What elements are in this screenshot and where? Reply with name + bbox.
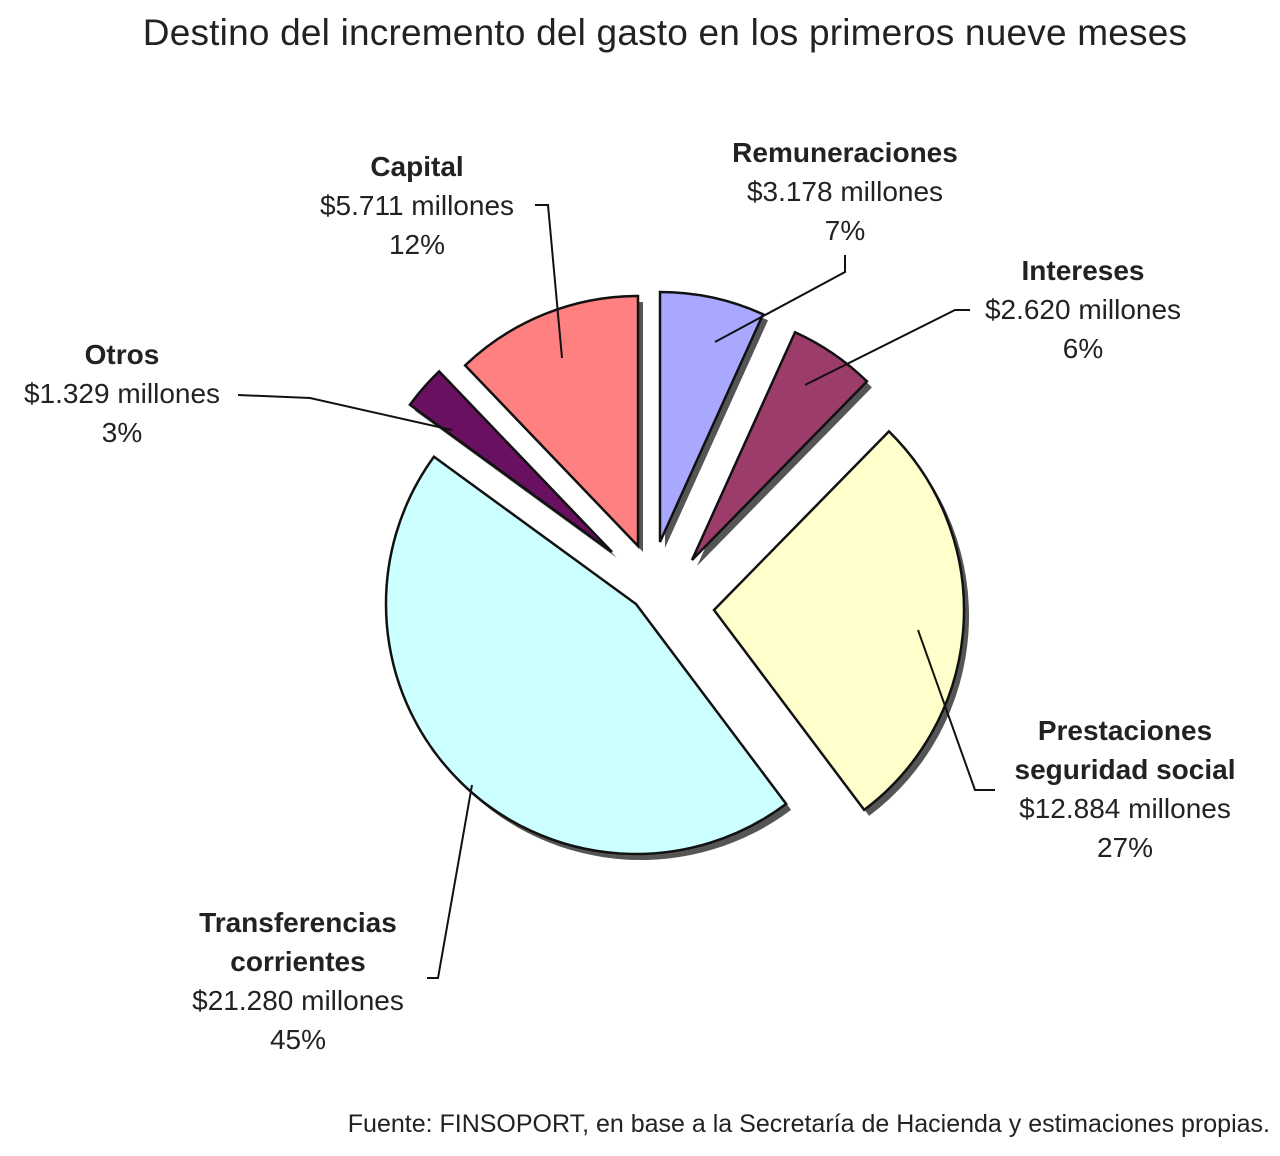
slice-percent: 45% — [270, 1024, 326, 1055]
pie-chart: Remuneraciones $3.178 millones 7% Intereses… — [24, 137, 1236, 1055]
slice-percent: 3% — [102, 417, 142, 448]
leader-line-remuneraciones — [714, 255, 846, 343]
slice-percent: 12% — [389, 229, 445, 260]
slice-label-prestaciones: Prestaciones seguridad social $12.884 mill… — [1015, 715, 1236, 863]
leader-line-intereses — [804, 309, 970, 386]
slice-name: Remuneraciones — [732, 137, 958, 168]
slice-name: Intereses — [1022, 255, 1145, 286]
leader-line-prestaciones — [917, 629, 995, 791]
slice-name: Prestaciones — [1038, 715, 1212, 746]
slice-percent: 7% — [825, 215, 865, 246]
pie-slice-otros — [408, 369, 613, 554]
slice-label-capital: Capital $5.711 millones 12% — [320, 151, 514, 260]
slice-percent: 27% — [1097, 832, 1153, 863]
slice-amount: $1.329 millones — [24, 378, 220, 409]
leader-line-transferencias — [427, 784, 473, 979]
slice-amount: $12.884 millones — [1019, 793, 1231, 824]
slice-label-remuneraciones: Remuneraciones $3.178 millones 7% — [732, 137, 958, 246]
slice-amount: $5.711 millones — [320, 190, 514, 221]
chart-source-note: Fuente: FINSOPORT, en base a la Secretar… — [347, 1110, 1270, 1138]
leader-line-otros — [237, 394, 453, 431]
pie-slice-remuneraciones — [658, 290, 765, 543]
slice-amount: $2.620 millones — [985, 294, 1181, 325]
slice-amount: $3.178 millones — [747, 176, 943, 207]
slice-amount: $21.280 millones — [192, 985, 404, 1016]
slice-label-transferencias: Transferencias corrientes $21.280 millones… — [192, 907, 404, 1055]
chart-title: Destino del incremento del gasto en los … — [142, 12, 1188, 53]
pie-slice-transferencias — [384, 455, 788, 856]
pie-slice-intereses — [690, 330, 869, 561]
pie-slice-capital — [463, 294, 640, 550]
leader-line-capital — [535, 204, 563, 359]
slice-name: Transferencias — [199, 907, 397, 938]
slice-name: Otros — [85, 339, 160, 370]
slice-name: seguridad social — [1015, 754, 1236, 785]
slice-label-intereses: Intereses $2.620 millones 6% — [985, 255, 1181, 364]
pie-slice-prestaciones — [712, 429, 966, 812]
slice-label-otros: Otros $1.329 millones 3% — [24, 339, 220, 448]
slice-name: Capital — [370, 151, 463, 182]
slice-percent: 6% — [1063, 333, 1103, 364]
slice-name: corrientes — [230, 946, 365, 977]
